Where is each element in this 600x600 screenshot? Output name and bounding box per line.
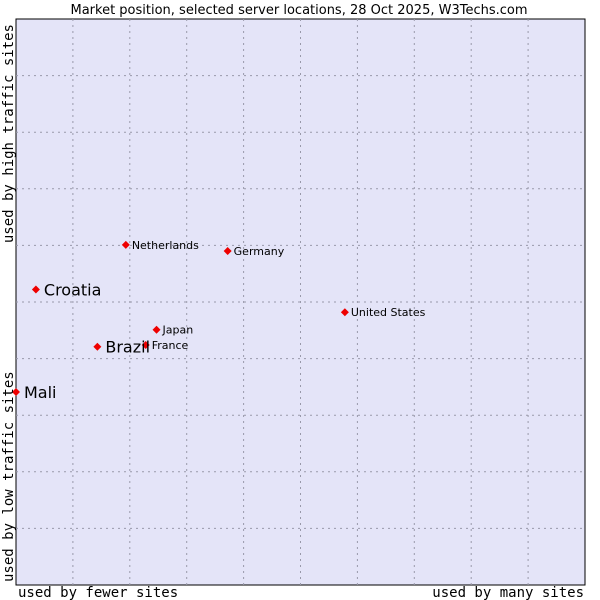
point-japan[interactable] <box>152 325 161 334</box>
point-croatia[interactable] <box>31 285 40 294</box>
point-germany[interactable] <box>223 247 232 256</box>
point-label-japan: Japan <box>162 324 194 337</box>
x-axis-label-left: used by fewer sites <box>18 585 178 600</box>
point-france[interactable] <box>141 341 150 350</box>
grid-lines <box>16 19 585 585</box>
point-label-brazil: Brazil <box>105 338 150 357</box>
point-label-united-states: United States <box>351 306 426 319</box>
point-label-croatia: Croatia <box>44 281 102 300</box>
point-label-mali: Mali <box>24 383 57 402</box>
y-axis-label-bottom: used by low traffic sites <box>1 371 17 582</box>
point-label-netherlands: Netherlands <box>132 239 199 252</box>
y-axis-label-top: used by high traffic sites <box>1 24 17 243</box>
point-united-states[interactable] <box>340 308 349 317</box>
point-mali[interactable] <box>12 387 20 396</box>
data-points: Netherlands Germany Croatia United States Ja… <box>12 239 426 402</box>
point-label-germany: Germany <box>234 245 285 258</box>
point-label-france: France <box>152 339 189 352</box>
point-brazil[interactable] <box>93 342 102 351</box>
point-netherlands[interactable] <box>121 240 130 249</box>
x-axis-label-right: used by many sites <box>432 585 584 600</box>
chart-title: Market position, selected server locatio… <box>70 3 527 18</box>
